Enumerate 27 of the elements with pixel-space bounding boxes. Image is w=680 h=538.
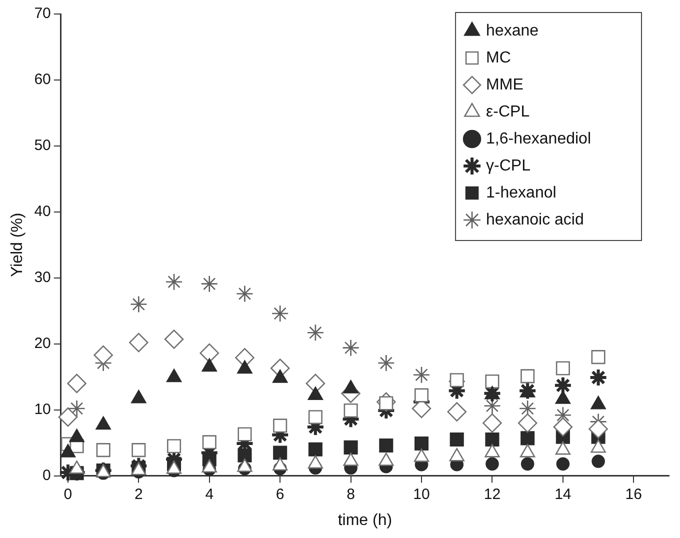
y-tick-label: 60 [34,71,51,88]
y-tick-label: 40 [34,203,51,220]
legend-label: γ-CPL [486,157,531,174]
legend-label: 1-hexanol [486,184,556,202]
x-axis-title: time (h) [338,512,392,529]
x-tick-label: 14 [554,486,572,503]
y-tick-label: 20 [34,335,51,352]
y-tick-label: 10 [34,400,51,418]
legend-label: 1,6-hexanediol [486,130,591,148]
x-tick-label: 8 [346,486,355,503]
x-tick-label: 4 [205,486,214,503]
x-tick-label: 6 [276,486,284,503]
y-tick-label: 50 [34,137,51,154]
y-tick-label: 0 [42,466,51,484]
legend-label: ε-CPL [486,103,530,120]
legend-label: MC [486,49,511,66]
x-tick-label: 16 [625,486,642,503]
y-axis-title: Yield (%) [9,212,26,278]
x-tick-label: 2 [134,486,143,503]
legend-label: MME [486,76,524,94]
x-tick-label: 10 [413,486,430,503]
legend-label: hexanoic acid [486,211,584,228]
x-tick-label: 0 [64,486,72,503]
y-tick-label: 30 [34,269,51,286]
legend-label: hexane [486,22,539,40]
x-tick-label: 12 [484,486,501,503]
y-tick-label: 70 [34,5,51,22]
